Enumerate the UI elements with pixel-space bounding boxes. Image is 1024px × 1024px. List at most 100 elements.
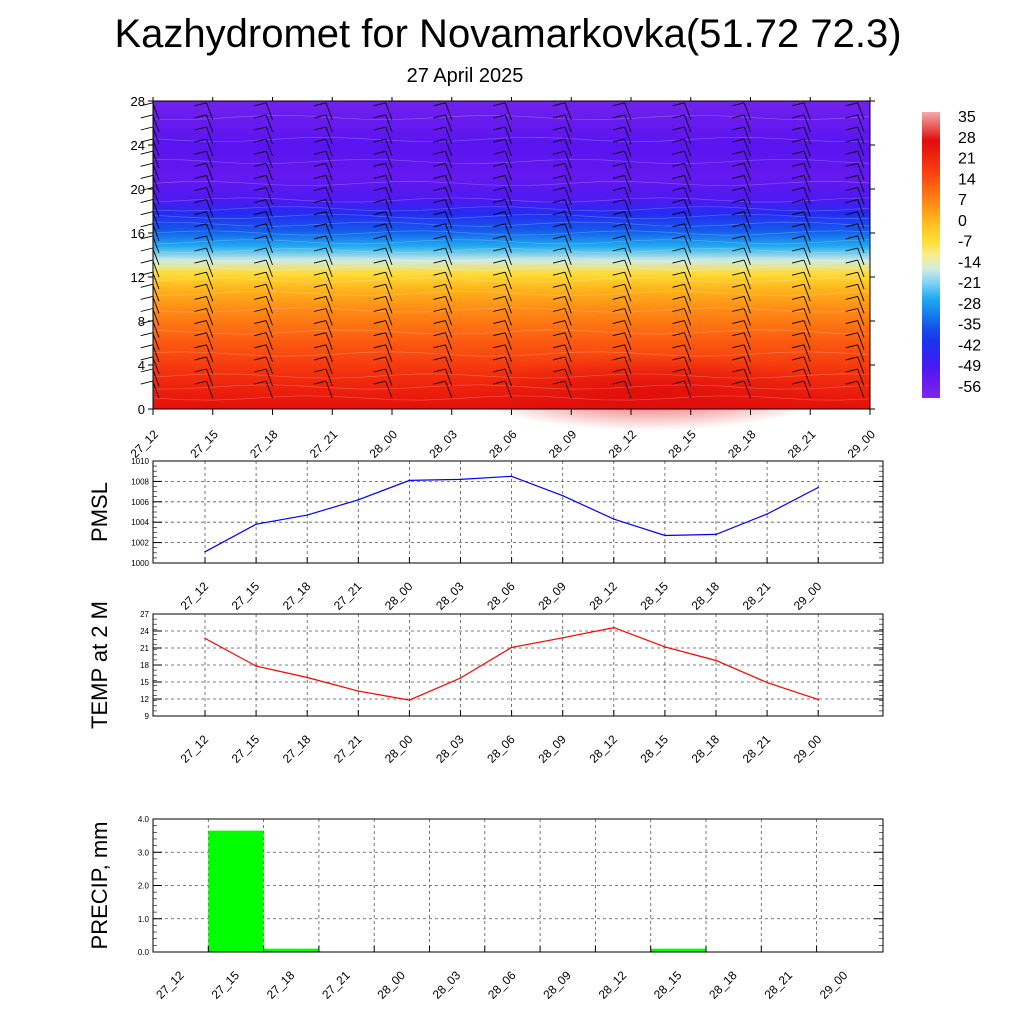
wind-barb	[552, 199, 572, 217]
wind-barb	[140, 380, 160, 399]
wind-barb	[672, 356, 692, 374]
wind-barb	[672, 271, 692, 290]
wind-barb	[732, 211, 751, 229]
wind-barb	[672, 283, 692, 302]
y-axis-title: TEMP at 2 M	[87, 601, 112, 729]
wind-barb	[433, 247, 453, 266]
contour-line	[152, 181, 871, 187]
wind-barb	[140, 199, 160, 217]
wind-barb	[845, 138, 865, 157]
wind-barb	[433, 308, 453, 326]
colorbar-label: -14	[958, 254, 981, 271]
wind-barb	[254, 126, 273, 145]
wind-barb	[373, 211, 393, 229]
colorbar-label: 35	[958, 109, 976, 126]
wind-barb	[140, 126, 160, 145]
wind-barb	[373, 150, 393, 169]
data-point	[204, 550, 206, 553]
wind-barb	[433, 162, 453, 181]
wind-barb	[313, 368, 333, 387]
wind-barb	[373, 368, 393, 387]
x-tick-label: 29_00	[845, 427, 879, 461]
wind-barb	[493, 211, 512, 229]
colorbar-label: -21	[958, 275, 981, 292]
wind-barb	[140, 235, 160, 253]
wind-barb	[373, 126, 393, 145]
wind-barb	[791, 138, 811, 157]
wind-barb	[552, 259, 572, 278]
wind-barb	[612, 308, 632, 326]
wind-barb	[194, 259, 214, 278]
wind-barb	[791, 295, 811, 314]
x-tick-label: 28_06	[486, 427, 520, 461]
contour-line	[152, 221, 871, 227]
wind-barb	[493, 247, 512, 266]
colorbar-label: -28	[958, 296, 981, 313]
y-tick-label: 4	[138, 358, 145, 373]
colorbar-label: 28	[958, 130, 976, 147]
contour-line	[152, 230, 871, 236]
x-tick-label: 28_21	[785, 427, 819, 461]
wind-barb	[194, 174, 214, 193]
y-tick-label: 15	[140, 678, 149, 687]
wind-barb	[493, 199, 512, 217]
y-tick-label: 3.0	[138, 848, 150, 857]
wind-barb	[194, 356, 214, 374]
wind-barb	[373, 199, 393, 217]
colorbar-label: 14	[958, 171, 976, 188]
wind-barb	[254, 138, 273, 157]
y-tick-label: 12	[131, 270, 145, 285]
x-tick-label: 27_21	[307, 427, 341, 461]
colorbar-label: 21	[958, 151, 976, 168]
wind-barb	[552, 126, 572, 145]
wind-barb	[493, 320, 512, 338]
x-tick-label: 28_09	[546, 427, 580, 461]
wind-barb	[140, 114, 160, 132]
wind-barb	[140, 283, 160, 302]
wind-barb	[845, 102, 865, 120]
wind-barb	[552, 102, 572, 120]
wind-barb	[732, 344, 751, 362]
wind-barb	[313, 150, 333, 169]
x-tick-label: 28_15	[665, 427, 699, 461]
wind-barb	[493, 235, 512, 253]
wind-barb	[493, 259, 512, 278]
wind-barb	[672, 126, 692, 145]
wind-barb	[612, 102, 632, 120]
wind-barb	[612, 138, 632, 157]
wind-barb	[791, 150, 811, 169]
wind-barb	[493, 114, 512, 132]
wind-barb	[313, 259, 333, 278]
wind-barb	[140, 332, 160, 350]
y-tick-label: 12	[140, 695, 149, 704]
wind-barb	[433, 126, 453, 145]
wind-barb	[552, 174, 572, 193]
wind-barb	[313, 199, 333, 217]
wind-barb	[612, 356, 632, 374]
wind-barb	[313, 223, 333, 241]
wind-barb	[313, 356, 333, 374]
x-tick-label: 28_15	[638, 732, 672, 766]
wind-barb	[313, 380, 333, 399]
wind-barb	[493, 356, 512, 374]
wind-barb	[732, 295, 751, 314]
wind-barb	[140, 174, 160, 193]
wind-barb	[313, 308, 333, 326]
wind-barb	[140, 295, 160, 314]
wind-barb	[140, 356, 160, 374]
wind-barb	[612, 332, 632, 350]
chart-title: Kazhydromet for Novamarkovka(51.72 72.3)	[114, 12, 902, 56]
wind-barb	[732, 126, 751, 145]
x-tick-label: 29_00	[817, 968, 851, 1002]
wind-barb	[254, 295, 273, 314]
wind-barb	[493, 187, 512, 205]
y-tick-label: 2.0	[138, 882, 150, 891]
data-point	[715, 533, 717, 536]
wind-barb	[194, 380, 214, 399]
y-tick-label: 1006	[131, 498, 149, 507]
data-point	[561, 494, 564, 497]
wind-barb	[552, 271, 572, 290]
wind-barb	[672, 187, 692, 205]
x-tick-label: 27_18	[280, 732, 314, 766]
x-tick-label: 29_00	[791, 579, 825, 613]
